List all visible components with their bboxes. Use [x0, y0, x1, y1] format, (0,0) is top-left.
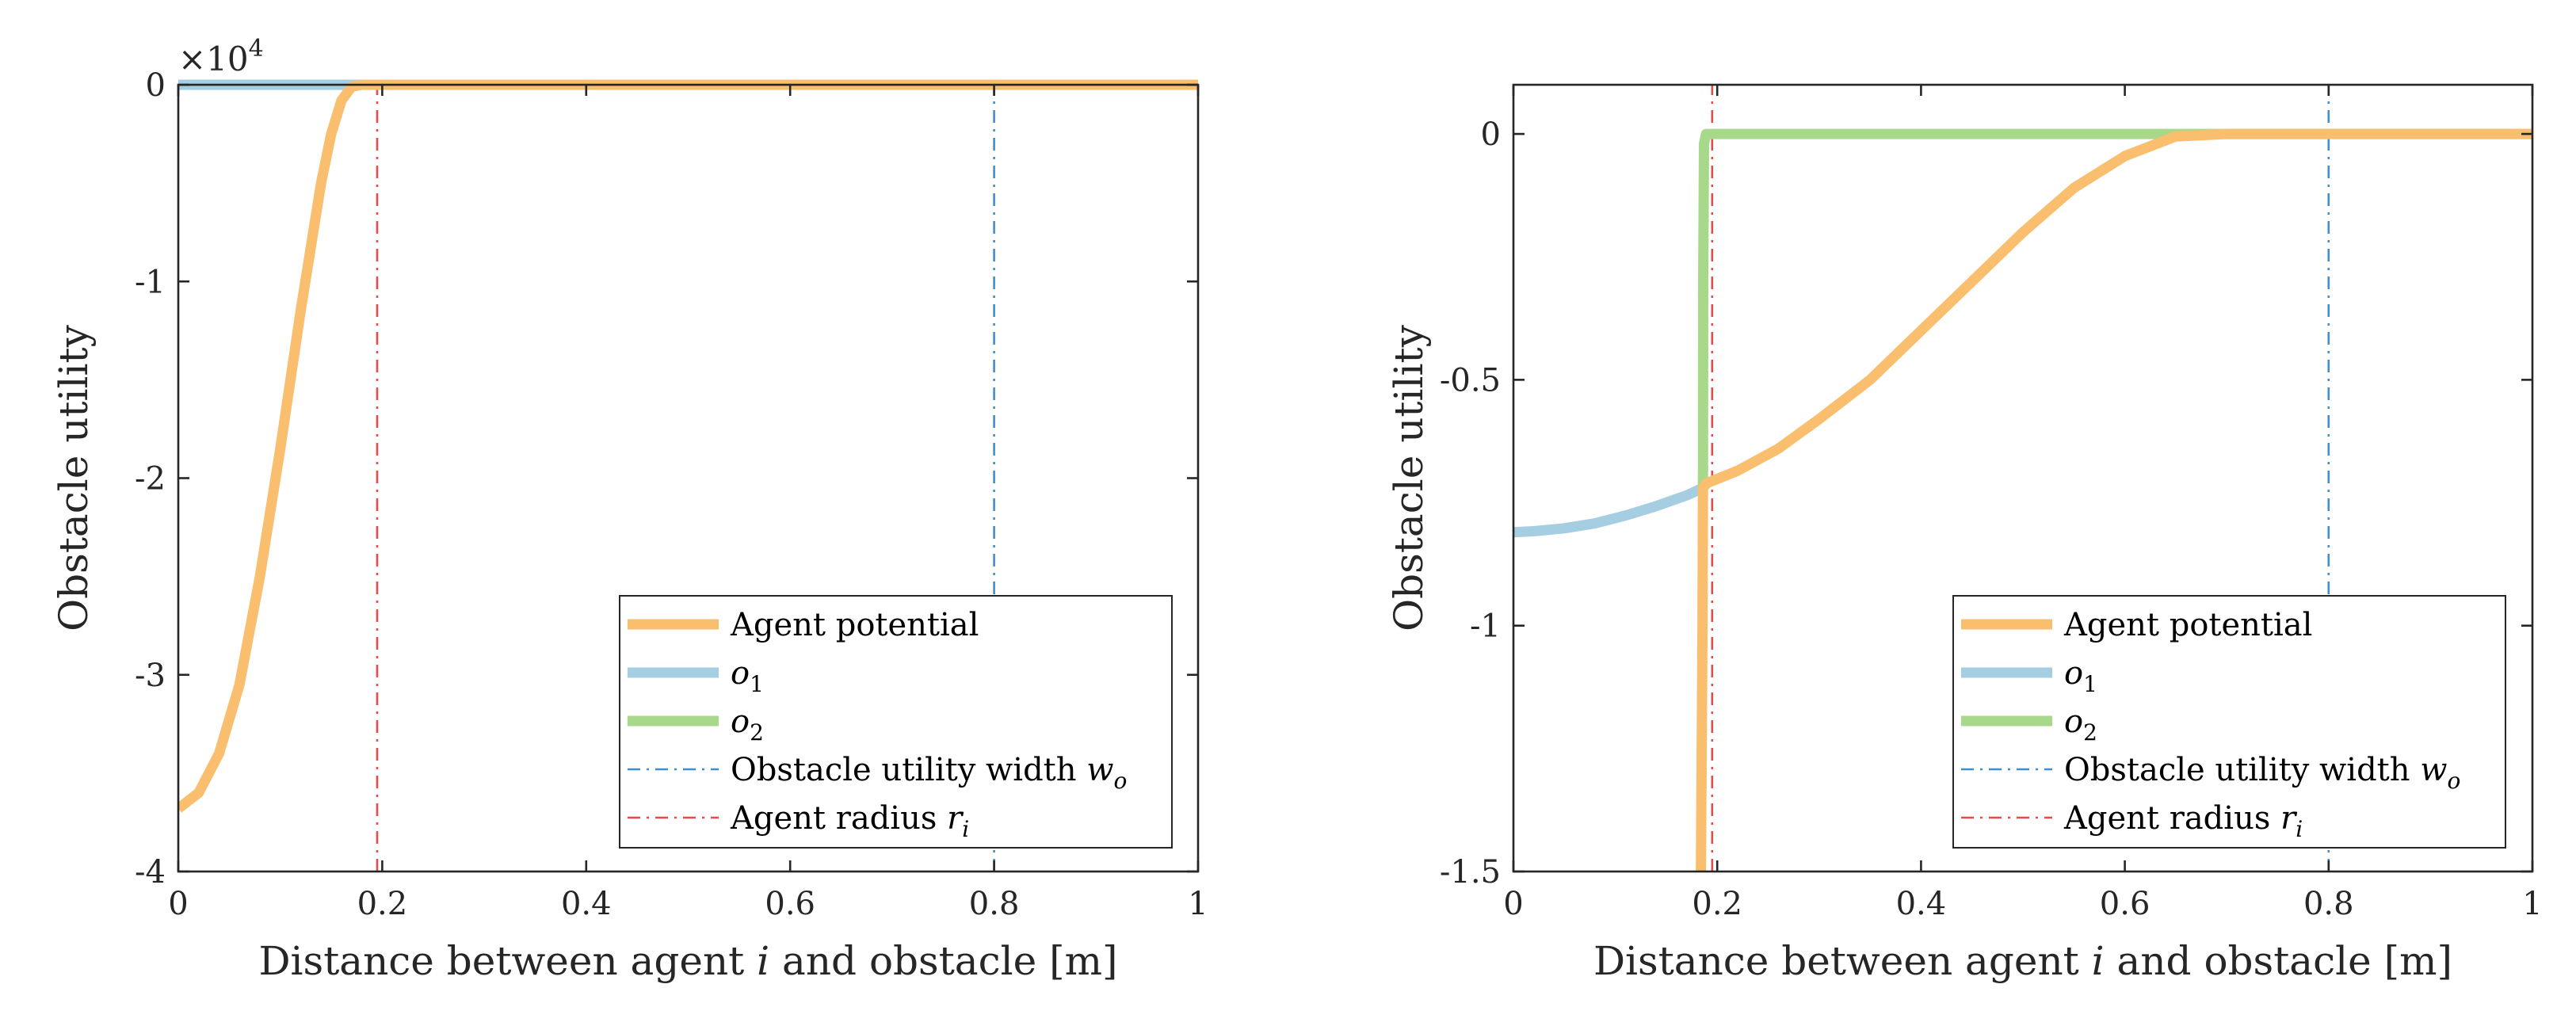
legend-entry-2: o2 — [731, 704, 764, 746]
legend-entry-1: o1 — [2064, 655, 2097, 697]
legend-entry-3: Obstacle utility width wo — [2064, 752, 2460, 794]
y-tick-label: 0 — [1481, 116, 1501, 153]
y-tick-label: -0.5 — [1440, 362, 1501, 399]
y-exponent-power: 4 — [249, 35, 264, 63]
legend-entry-0: Agent potential — [2063, 607, 2312, 643]
legend-text-part: Obstacle utility width — [2064, 752, 2420, 788]
y-tick-label: -1 — [135, 264, 166, 300]
x-tick-label: 1 — [1188, 886, 1208, 922]
x-axis-label: Distance between agent i and obstacle [m… — [1593, 938, 2452, 984]
legend-subscript: i — [2296, 816, 2303, 842]
x-axis-label-math: i — [757, 938, 769, 984]
y-tick-label: -4 — [135, 854, 166, 891]
legend-math: w — [1086, 752, 1113, 788]
legend-subscript: i — [962, 816, 969, 842]
legend-entry-3: Obstacle utility width wo — [731, 752, 1127, 794]
x-axis-label-part: and obstacle [m] — [2105, 938, 2452, 984]
series-line-1 — [1513, 482, 1705, 538]
legend-text-part: Agent potential — [2063, 607, 2312, 643]
legend-subscript: 2 — [750, 719, 764, 746]
x-tick-label: 0.2 — [1692, 886, 1742, 922]
legend-subscript: o — [1113, 768, 1127, 794]
legend-subscript: 1 — [2083, 671, 2097, 697]
legend-subscript: o — [2447, 768, 2460, 794]
legend-math: o — [731, 704, 750, 740]
y-tick-label: -2 — [135, 461, 166, 498]
legend-text-part: Agent potential — [730, 607, 979, 643]
axes-box — [1512, 83, 2534, 873]
x-axis-label-part: Distance between agent — [1593, 938, 2092, 984]
series-line-2 — [1697, 128, 2532, 488]
legend-math: r — [2280, 800, 2298, 837]
y-tick-label: -3 — [135, 658, 166, 694]
chart-panel-1: 0 0.2 0.4 0.6 0.8 1 0 -1 -2 -3 -4 ×104 Distance betw… — [51, 35, 1208, 984]
x-tick-label: 0.6 — [2100, 886, 2150, 922]
x-tick-label: 0 — [1503, 886, 1523, 922]
chart-panel-2: 0 0.2 0.4 0.6 0.8 1 0 -0.5 -1 -1.5 Distance betwee… — [1386, 83, 2543, 984]
legend-math: o — [731, 655, 750, 692]
legend-text-part: Agent radius — [730, 800, 947, 837]
legend-entry-4: Agent radius ri — [730, 800, 969, 842]
legend-math: r — [947, 800, 964, 837]
legend-text-part: Agent radius — [2063, 800, 2280, 837]
legend-math: o — [2064, 704, 2083, 740]
x-tick-label: 0.4 — [1896, 886, 1947, 922]
x-tick-label: 0.8 — [2303, 886, 2354, 922]
legend-entry-2: o2 — [2064, 704, 2097, 746]
x-tick-label: 0 — [168, 886, 188, 922]
y-axis-label: Obstacle utility — [51, 324, 97, 631]
x-axis-label-math: i — [2092, 938, 2105, 984]
legend-math: o — [2064, 655, 2083, 692]
x-tick-label: 0.8 — [969, 886, 1020, 922]
x-tick-label: 0.4 — [561, 886, 612, 922]
x-tick-label: 0.2 — [357, 886, 408, 922]
y-axis-label: Obstacle utility — [1386, 324, 1432, 631]
y-tick-label: -1 — [1470, 608, 1501, 645]
legend-entry-1: o1 — [731, 655, 764, 697]
legend-entry-4: Agent radius ri — [2063, 800, 2303, 842]
legend-subscript: 1 — [750, 671, 764, 697]
legend-entry-0: Agent potential — [730, 607, 979, 643]
x-tick-label: 1 — [2522, 886, 2542, 922]
x-axis-label: Distance between agent i and obstacle [m… — [258, 938, 1117, 984]
series-line-0 — [1696, 128, 2532, 872]
y-tick-label: 0 — [146, 67, 166, 104]
legend-text-part: Obstacle utility width — [731, 752, 1086, 788]
x-tick-label: 0.6 — [765, 886, 815, 922]
x-axis-label-part: Distance between agent — [258, 938, 757, 984]
y-exponent-label: ×104 — [178, 35, 264, 78]
y-tick-label: -1.5 — [1440, 854, 1501, 891]
legend-math: w — [2420, 752, 2447, 788]
x-axis-label-part: and obstacle [m] — [769, 938, 1117, 984]
legend-subscript: 2 — [2083, 719, 2097, 746]
